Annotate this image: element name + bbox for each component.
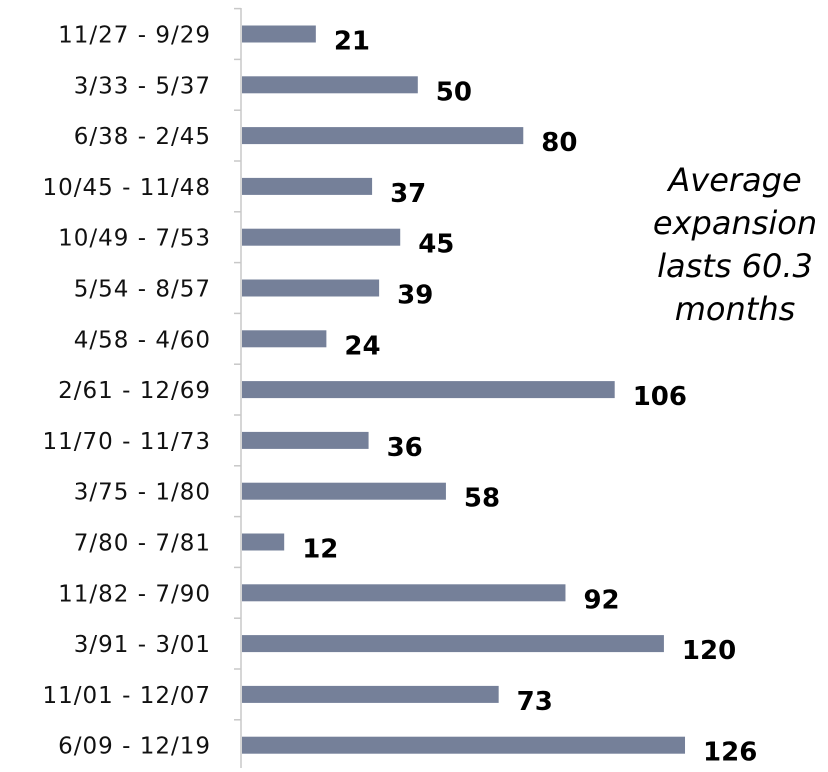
value-label: 50	[436, 77, 472, 107]
value-label: 106	[633, 382, 687, 412]
y-tick-label: 11/70 - 11/73	[43, 429, 212, 455]
value-label: 73	[517, 687, 553, 717]
bar	[242, 736, 686, 754]
y-tick-label: 5/54 - 8/57	[74, 277, 211, 303]
value-label: 92	[583, 585, 619, 615]
bar	[242, 228, 401, 246]
y-tick-label: 11/27 - 9/29	[58, 23, 211, 49]
y-tick-label: 11/82 - 7/90	[58, 581, 211, 607]
y-tick-label: 7/80 - 7/81	[74, 531, 211, 557]
annotation: Average	[666, 161, 801, 199]
bar	[242, 533, 285, 551]
y-tick-label: 4/58 - 4/60	[74, 327, 211, 353]
bar	[242, 330, 327, 348]
y-tick-label: 10/49 - 7/53	[58, 226, 211, 252]
bar	[242, 177, 373, 195]
value-label: 36	[387, 433, 423, 463]
bar	[242, 431, 369, 449]
bar	[242, 76, 418, 94]
value-label: 58	[464, 484, 500, 514]
value-label: 45	[418, 230, 454, 260]
annotation: months	[675, 290, 796, 328]
bar	[242, 584, 566, 602]
value-label: 126	[703, 738, 757, 768]
y-tick-label: 3/33 - 5/37	[74, 73, 211, 99]
bar	[242, 635, 664, 653]
y-tick-label: 6/38 - 2/45	[74, 124, 211, 150]
bar	[242, 685, 499, 703]
bar	[242, 482, 446, 500]
value-label: 12	[302, 535, 338, 565]
y-tick-label: 6/09 - 12/19	[58, 734, 211, 760]
bar	[242, 279, 380, 297]
value-label: 39	[397, 281, 433, 311]
y-tick-label: 3/75 - 1/80	[74, 480, 211, 506]
value-label: 80	[541, 128, 577, 158]
annotation: expansion	[653, 204, 817, 242]
bar	[242, 127, 524, 145]
y-tick-label: 11/01 - 12/07	[43, 683, 212, 709]
y-tick-label: 3/91 - 3/01	[74, 632, 211, 658]
value-label: 37	[390, 179, 426, 209]
value-label: 24	[344, 331, 380, 361]
y-tick-label: 2/61 - 12/69	[58, 378, 211, 404]
annotation: lasts 60.3	[657, 247, 813, 285]
value-label: 120	[682, 636, 736, 666]
value-label: 21	[334, 27, 370, 57]
bar	[242, 381, 615, 399]
bar	[242, 25, 316, 43]
y-tick-label: 10/45 - 11/48	[43, 175, 212, 201]
